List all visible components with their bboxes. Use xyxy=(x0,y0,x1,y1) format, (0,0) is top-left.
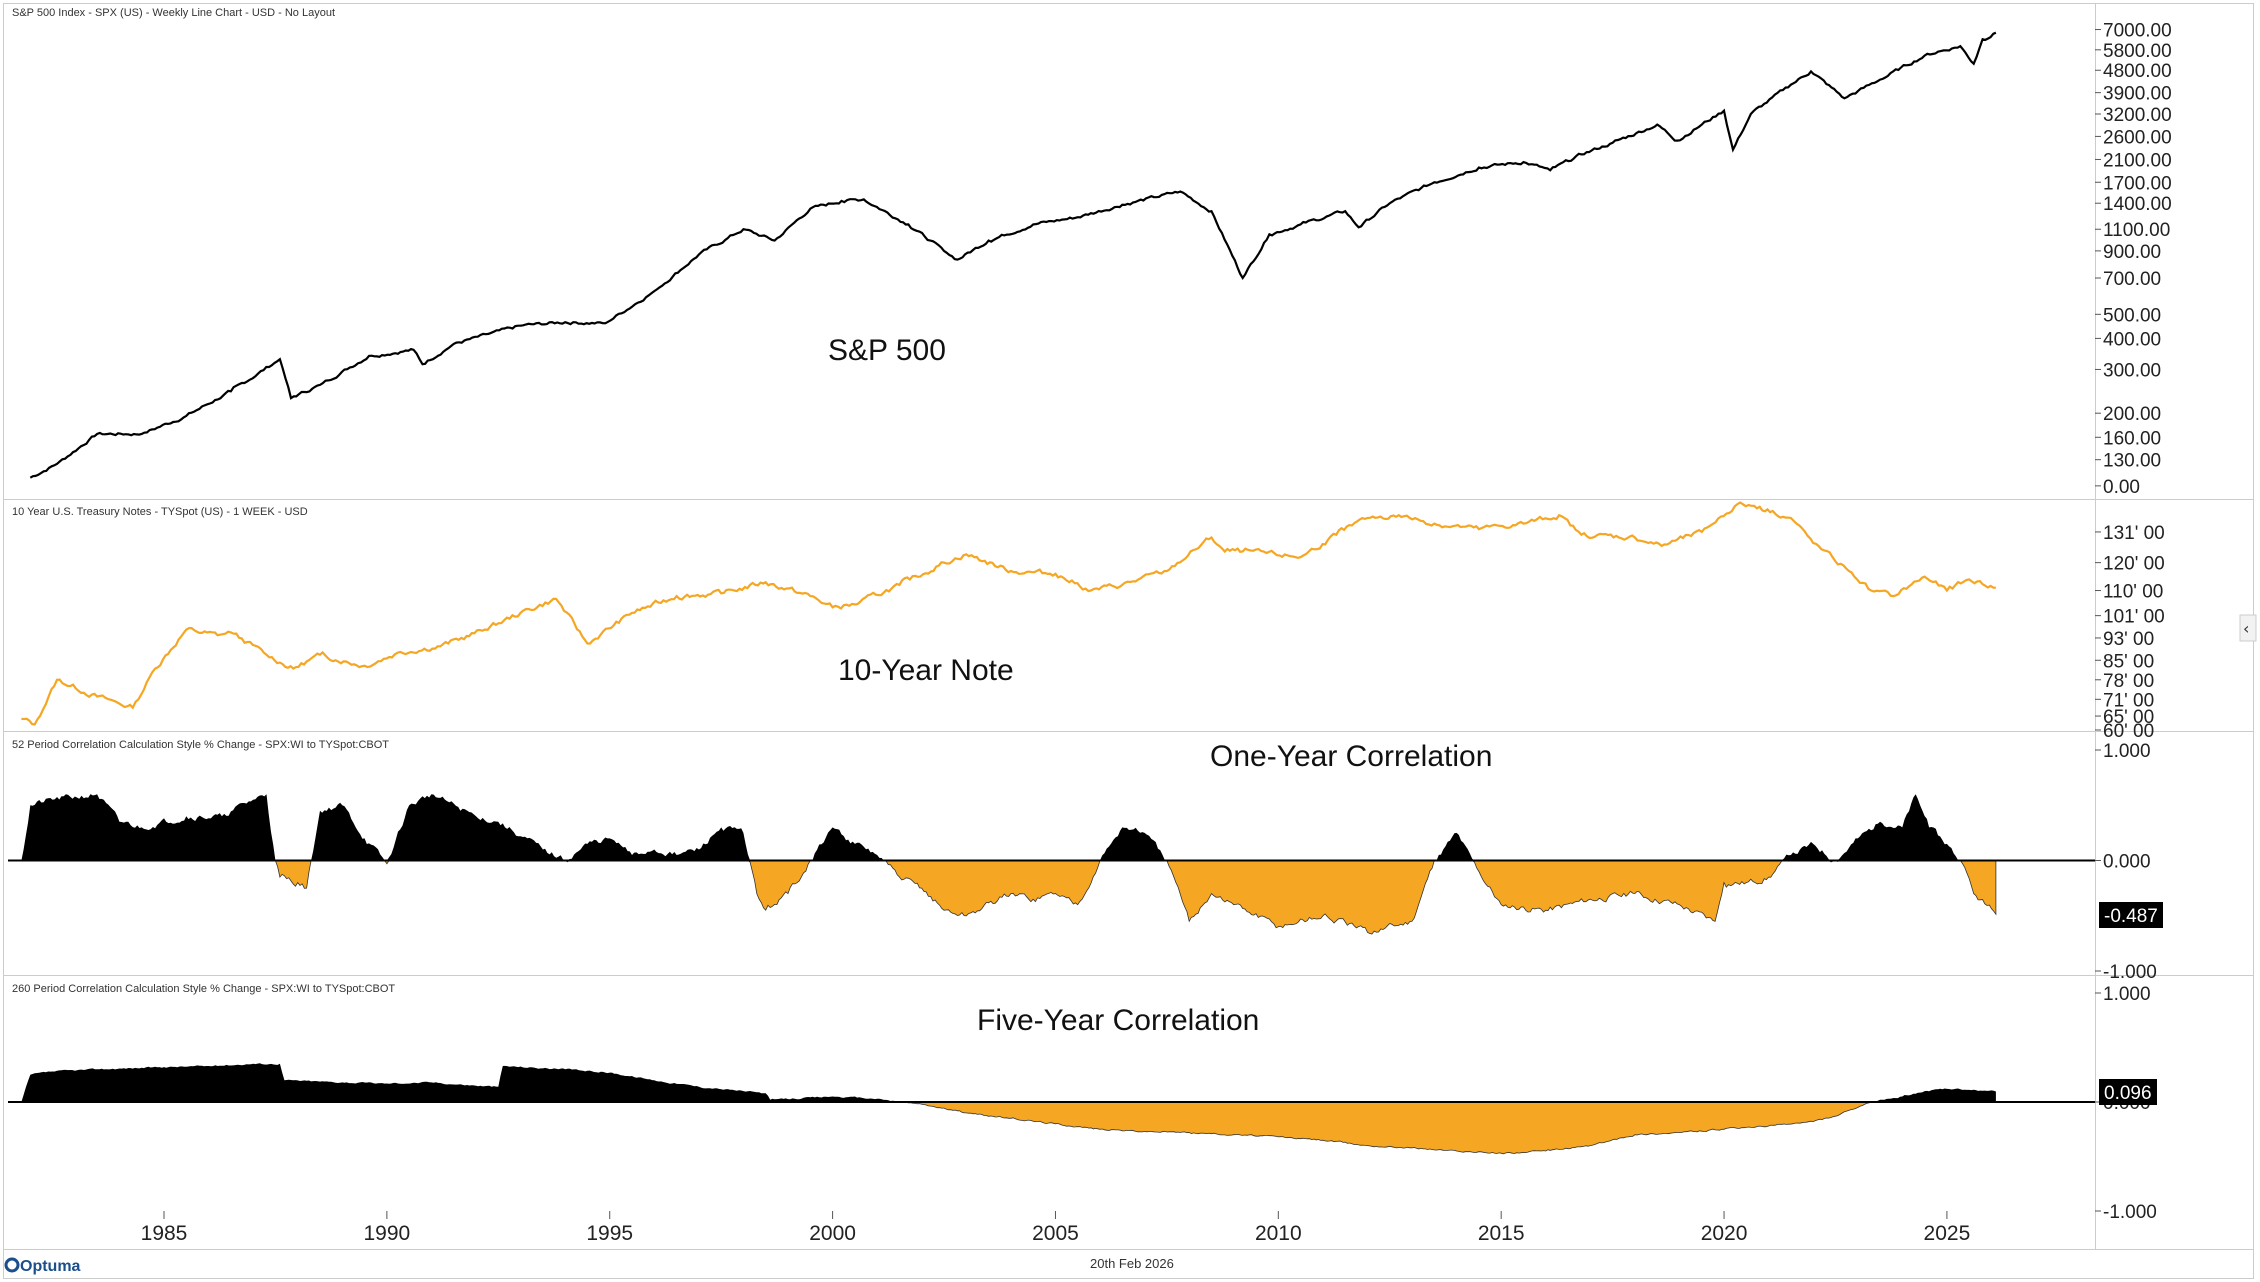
spx-y-tick-label: 5800.00 xyxy=(2103,41,2172,62)
ty-label: 10-Year Note xyxy=(838,654,1014,687)
corr5-positive-area xyxy=(21,1063,1996,1102)
panel-header-corr1: 52 Period Correlation Calculation Style … xyxy=(12,739,389,751)
x-tick-label: 1995 xyxy=(586,1222,633,1245)
corr1-y-axis: 1.000 0.000 -1.000 xyxy=(2095,741,2157,983)
ty-y-tick-label: 78' 00 xyxy=(2103,671,2154,692)
corr5-last-value-badge: 0.096 xyxy=(2099,1079,2157,1105)
spx-y-tick-label: 200.00 xyxy=(2103,404,2161,425)
x-tick-label: 1990 xyxy=(364,1222,411,1245)
spx-y-tick-label: 300.00 xyxy=(2103,360,2161,381)
spx-label: S&P 500 xyxy=(828,334,946,367)
ty-y-tick-label: 93' 00 xyxy=(2103,629,2154,650)
panel-header-spx: S&P 500 Index - SPX (US) - Weekly Line C… xyxy=(12,7,335,19)
x-tick-label: 2020 xyxy=(1701,1222,1748,1245)
ty-y-tick-label: 71' 00 xyxy=(2103,690,2154,711)
corr1-y-tick-label: 1.000 xyxy=(2103,741,2151,762)
spx-y-tick-label: 3200.00 xyxy=(2103,105,2172,126)
ty-y-tick-label: 110' 00 xyxy=(2103,582,2163,603)
spx-y-tick-label: 130.00 xyxy=(2103,451,2161,472)
corr1-y-tick-label: 0.000 xyxy=(2103,852,2151,873)
optuma-logo: Optuma xyxy=(4,1257,81,1275)
spx-y-tick-label: 1100.00 xyxy=(2103,220,2170,241)
corr1-positive-area xyxy=(21,794,1996,861)
spx-y-tick-label: 500.00 xyxy=(2103,305,2161,326)
ty-y-tick-label: 120' 00 xyxy=(2103,554,2165,575)
spx-y-tick-label: 1400.00 xyxy=(2103,194,2172,215)
ty-y-tick-label: 131' 00 xyxy=(2103,523,2165,544)
corr1-last-value-badge: -0.487 xyxy=(2099,902,2163,928)
corr1-last-value: -0.487 xyxy=(2104,906,2158,927)
spx-y-tick-label: 0.00 xyxy=(2103,477,2140,498)
spx-y-tick-label: 7000.00 xyxy=(2103,21,2172,42)
corr5-y-tick-label: -1.000 xyxy=(2103,1202,2157,1223)
spx-series xyxy=(29,31,1997,479)
spx-y-tick-label: 2600.00 xyxy=(2103,127,2172,148)
ty-y-tick-label: 101' 00 xyxy=(2103,607,2165,628)
ty-y-tick-label: 60' 00 xyxy=(2103,721,2154,742)
spx-y-tick-label: 400.00 xyxy=(2103,329,2161,350)
spx-y-tick-label: 900.00 xyxy=(2103,242,2161,263)
ty-line xyxy=(21,501,1996,726)
corr5-last-value: 0.096 xyxy=(2104,1083,2152,1104)
x-tick-label: 2005 xyxy=(1032,1222,1079,1245)
spx-y-tick-label: 1700.00 xyxy=(2103,173,2172,194)
panel-frames xyxy=(3,3,2254,1279)
x-tick-label: 2015 xyxy=(1478,1222,1525,1245)
corr5-y-tick-label: 1.000 xyxy=(2103,984,2151,1005)
logo-text: Optuma xyxy=(20,1258,81,1275)
corr5-series xyxy=(8,1063,2095,1155)
footer-date: 20th Feb 2026 xyxy=(1090,1256,1174,1271)
panel-header-corr5: 260 Period Correlation Calculation Style… xyxy=(12,983,395,995)
collapse-panel-button[interactable]: ‹ xyxy=(2239,614,2257,642)
spx-y-tick-label: 3900.00 xyxy=(2103,84,2172,105)
spx-y-axis: 7000.005800.004800.003900.003200.002600.… xyxy=(2095,21,2172,498)
x-tick-label: 1985 xyxy=(141,1222,188,1245)
ty-y-tick-label: 85' 00 xyxy=(2103,651,2154,672)
spx-y-tick-label: 160.00 xyxy=(2103,428,2161,449)
chevron-left-icon: ‹ xyxy=(2243,619,2249,638)
x-tick-label: 2025 xyxy=(1924,1222,1971,1245)
spx-y-tick-label: 2100.00 xyxy=(2103,150,2172,171)
ty-series xyxy=(21,501,1996,726)
spx-line xyxy=(29,31,1997,479)
spx-y-tick-label: 700.00 xyxy=(2103,269,2161,290)
corr1-label: One-Year Correlation xyxy=(1210,740,1492,773)
corr1-series xyxy=(8,794,2095,935)
corr5-label: Five-Year Correlation xyxy=(977,1004,1259,1037)
x-tick-label: 2010 xyxy=(1255,1222,1302,1245)
panel-header-ty: 10 Year U.S. Treasury Notes - TYSpot (US… xyxy=(12,506,308,518)
corr1-y-tick-label: -1.000 xyxy=(2103,962,2157,983)
spx-y-tick-label: 4800.00 xyxy=(2103,61,2172,82)
ty-y-tick-label: 65' 00 xyxy=(2103,707,2154,728)
x-tick-label: 2000 xyxy=(809,1222,856,1245)
x-axis: 1985 1990 1995 2000 2005 2010 2015 2020 2025 xyxy=(141,1211,1971,1245)
